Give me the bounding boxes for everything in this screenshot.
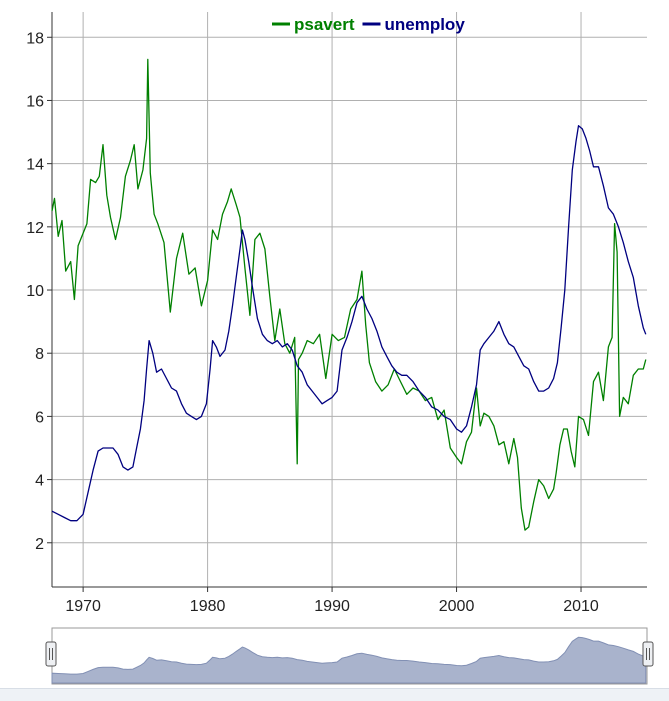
- y-tick-label: 12: [26, 220, 44, 237]
- legend: psavert unemploy: [272, 15, 465, 34]
- y-tick-label: 2: [35, 536, 44, 553]
- y-tick-label: 8: [35, 346, 44, 363]
- range-selector[interactable]: [45, 627, 654, 685]
- series-line-unemploy: [51, 125, 647, 522]
- series-lines: [51, 58, 647, 531]
- y-tick-label: 18: [26, 30, 44, 47]
- x-tick-label: 1990: [314, 598, 350, 615]
- y-tick-label: 16: [26, 93, 44, 110]
- range-handle-right[interactable]: [642, 641, 654, 667]
- tick-labels: 2 4 6 8 10 12 14 16 18 1970 1980 1990 2000 2010: [26, 30, 599, 615]
- legend-label-unemploy: unemploy: [384, 15, 465, 34]
- y-tick-label: 6: [35, 409, 44, 426]
- y-tick-label: 14: [26, 157, 44, 174]
- x-tick-label: 1970: [65, 598, 101, 615]
- range-handle-left[interactable]: [45, 641, 57, 667]
- axes: [47, 12, 647, 592]
- y-tick-label: 10: [26, 283, 44, 300]
- bottom-strip: [0, 688, 669, 701]
- x-tick-label: 2010: [563, 598, 599, 615]
- x-tick-label: 2000: [439, 598, 475, 615]
- y-tick-label: 4: [35, 473, 44, 490]
- range-selector-area: [51, 636, 647, 684]
- legend-label-psavert: psavert: [294, 15, 355, 34]
- gridlines: [52, 12, 647, 587]
- x-tick-label: 1980: [190, 598, 226, 615]
- series-line-psavert: [51, 58, 647, 531]
